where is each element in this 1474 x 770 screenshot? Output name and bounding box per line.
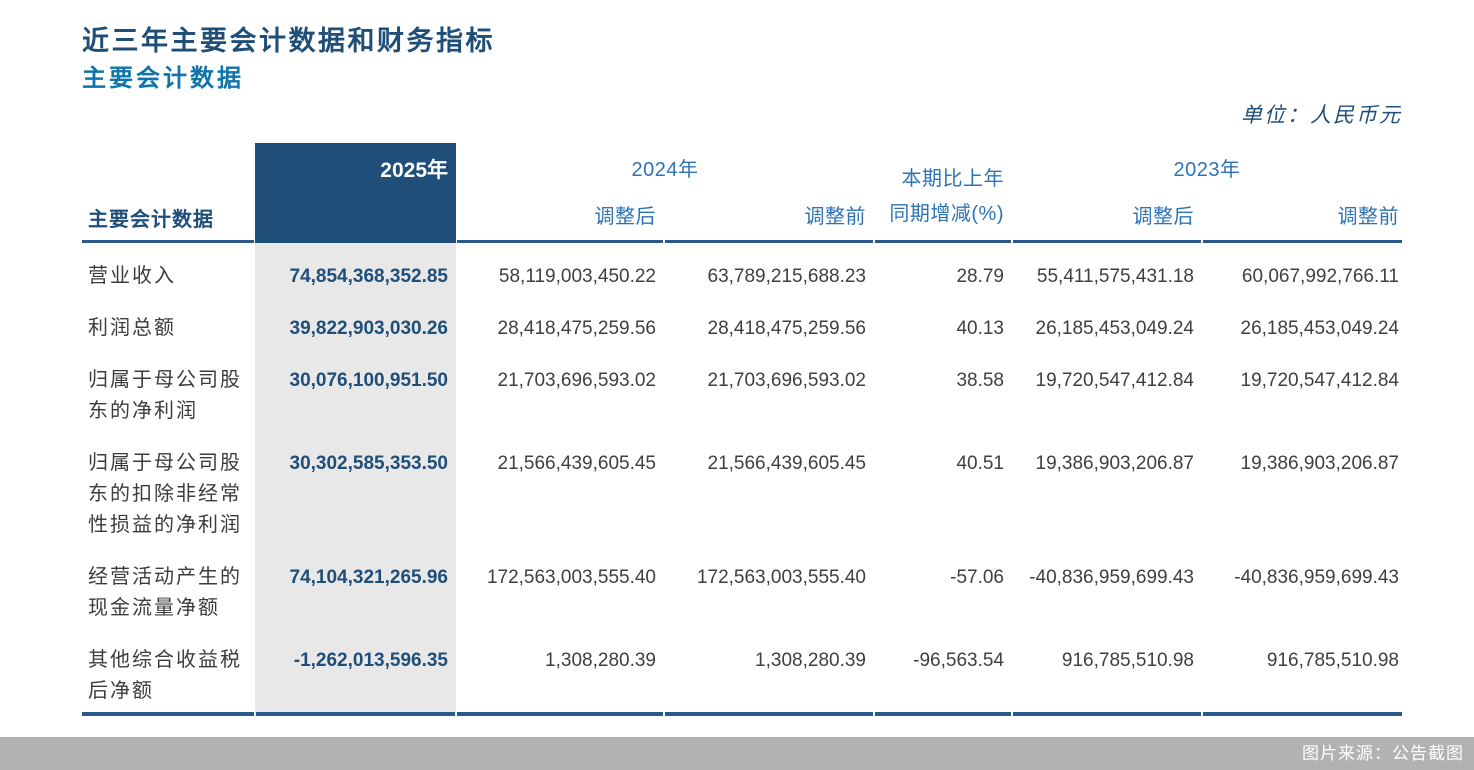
- value-2023-adjusted: 19,386,903,206.87: [1035, 453, 1195, 474]
- value-2025: -1,262,013,596.35: [293, 650, 448, 671]
- column-header-change-line1: 本期比上年: [901, 168, 1004, 190]
- table-bottom-border: [1203, 712, 1402, 716]
- value-2023-pre: 916,785,510.98: [1266, 650, 1399, 671]
- value-2024-adjusted: 172,563,003,555.40: [486, 567, 656, 588]
- column-header-2025-label: 2025年: [380, 159, 448, 182]
- row-label: 经营活动产生的现金流量净额: [88, 566, 242, 619]
- row-header-label: 主要会计数据: [88, 209, 214, 231]
- value-2025: 74,104,321,265.96: [289, 567, 449, 588]
- value-2024-adjusted: 58,119,003,450.22: [498, 266, 656, 287]
- value-2025: 74,854,368,352.85: [289, 266, 449, 287]
- value-2024-pre: 63,789,215,688.23: [707, 266, 867, 287]
- value-2024-pre: 1,308,280.39: [755, 650, 866, 671]
- value-2024-pre: 28,418,475,259.56: [707, 318, 867, 339]
- subheader-2023-pre: 调整前: [1337, 206, 1399, 228]
- value-change-pct: 28.79: [956, 266, 1004, 287]
- value-2023-pre: 26,185,453,049.24: [1240, 318, 1400, 339]
- row-label: 其他综合收益税后净额: [88, 649, 242, 702]
- table-bottom-border: [256, 712, 455, 716]
- header-divider: [82, 240, 254, 243]
- header-divider: [1203, 240, 1402, 243]
- header-divider: [457, 240, 663, 243]
- value-change-pct: 38.58: [956, 370, 1004, 391]
- header-divider: [1013, 240, 1201, 243]
- value-2024-pre: 21,566,439,605.45: [707, 453, 867, 474]
- value-2023-pre: 60,067,992,766.11: [1241, 266, 1399, 287]
- value-2023-pre: -40,836,959,699.43: [1234, 567, 1399, 588]
- column-header-2024: 2024年: [631, 159, 699, 181]
- value-2024-adjusted: 28,418,475,259.56: [497, 318, 657, 339]
- column-header-2023: 2023年: [1173, 159, 1241, 181]
- value-2025: 30,076,100,951.50: [289, 370, 449, 391]
- table-bottom-border: [1013, 712, 1201, 716]
- column-header-2025: 2025年: [255, 143, 456, 243]
- value-2023-adjusted: 19,720,547,412.84: [1035, 370, 1195, 391]
- value-2025: 39,822,903,030.26: [289, 318, 449, 339]
- value-2023-adjusted: 26,185,453,049.24: [1035, 318, 1195, 339]
- value-change-pct: 40.51: [956, 453, 1004, 474]
- source-bar: 图片来源：公告截图: [0, 737, 1474, 770]
- value-2025: 30,302,585,353.50: [289, 453, 449, 474]
- value-change-pct: -57.06: [950, 567, 1004, 588]
- table-grid: 主要会计数据 2024年 本期比上年 同期增减(%) 2023年 调整后 调整前…: [82, 143, 1402, 712]
- section-subtitle: 主要会计数据: [82, 65, 244, 92]
- value-change-pct: -96,563.54: [913, 650, 1004, 671]
- row-label: 归属于母公司股东的扣除非经常性损益的净利润: [88, 452, 242, 536]
- column-header-change-line2: 同期增减(%): [889, 203, 1004, 225]
- value-2023-pre: 19,720,547,412.84: [1240, 370, 1400, 391]
- row-label: 营业收入: [88, 265, 176, 287]
- value-2024-adjusted: 21,703,696,593.02: [497, 370, 657, 391]
- header-divider: [875, 240, 1011, 243]
- row-label: 归属于母公司股东的净利润: [88, 369, 242, 422]
- subheader-2024-adjusted: 调整后: [594, 206, 656, 228]
- table-bottom-border: [82, 712, 254, 716]
- source-note: 图片来源：公告截图: [1302, 744, 1464, 763]
- table-bottom-border: [875, 712, 1011, 716]
- page-title: 近三年主要会计数据和财务指标: [82, 26, 495, 56]
- header-divider: [665, 240, 873, 243]
- subheader-2024-pre: 调整前: [804, 206, 866, 228]
- value-change-pct: 40.13: [956, 318, 1004, 339]
- value-2024-pre: 172,563,003,555.40: [696, 567, 866, 588]
- unit-note: 单位：人民币元: [1241, 104, 1402, 127]
- value-2023-adjusted: -40,836,959,699.43: [1029, 567, 1194, 588]
- column-header-change: 本期比上年 同期增减(%): [874, 162, 1012, 240]
- table-bottom-border: [457, 712, 663, 716]
- value-2023-adjusted: 916,785,510.98: [1061, 650, 1194, 671]
- value-2024-adjusted: 1,308,280.39: [545, 650, 656, 671]
- value-2023-adjusted: 55,411,575,431.18: [1036, 266, 1194, 287]
- value-2024-pre: 21,703,696,593.02: [707, 370, 867, 391]
- accounting-data-table: 2025年 主要会计数据 2024年 本期比上年 同期增减(%) 2023年 调: [82, 143, 1402, 718]
- value-2024-adjusted: 21,566,439,605.45: [497, 453, 657, 474]
- table-bottom-border: [665, 712, 873, 716]
- value-2023-pre: 19,386,903,206.87: [1240, 453, 1400, 474]
- subheader-2023-adjusted: 调整后: [1132, 206, 1194, 228]
- row-label: 利润总额: [88, 317, 176, 339]
- column-2025-highlight: [255, 243, 456, 716]
